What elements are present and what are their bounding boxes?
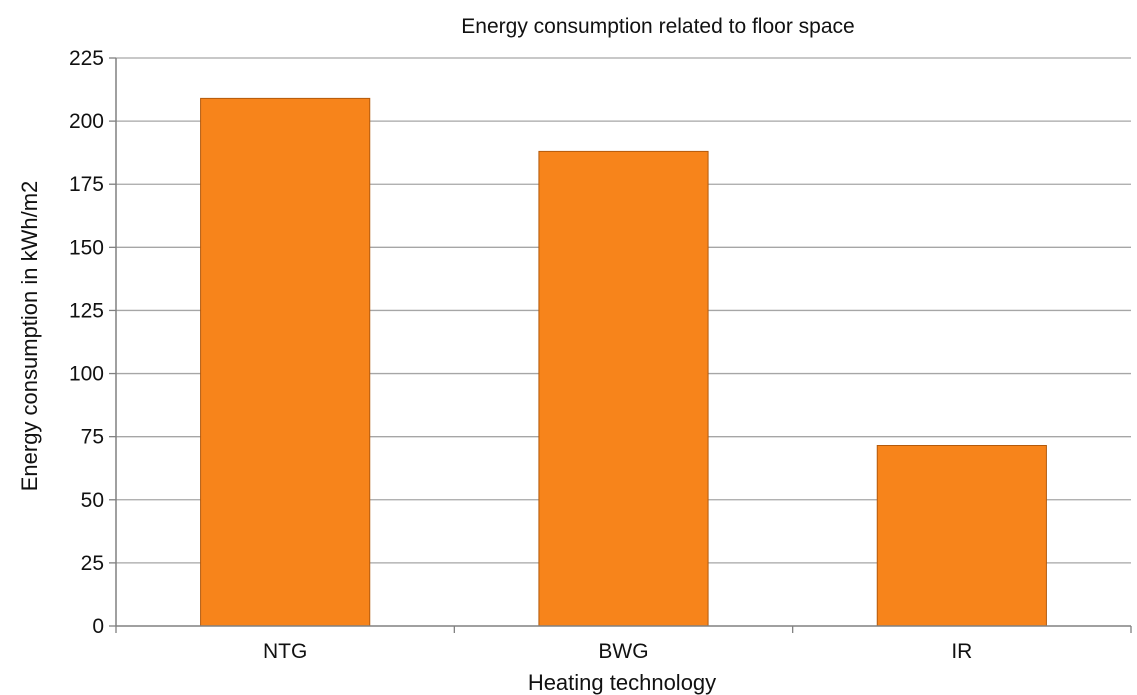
x-axis-ticks: NTG BWG IR [115, 626, 1132, 663]
y-tick-label: 75 [81, 426, 104, 449]
y-axis-label: Energy consumption in kWh/m2 [17, 181, 42, 492]
bar-ir [876, 445, 1047, 627]
y-tick-label: 200 [69, 110, 104, 133]
x-tick-label: NTG [263, 640, 307, 663]
axes [115, 58, 1131, 627]
x-tick-label: BWG [598, 640, 648, 663]
y-tick-label: 0 [92, 615, 104, 638]
bar-bwg [538, 150, 709, 627]
x-axis-label: Heating technology [528, 670, 716, 695]
bars [200, 97, 1047, 627]
y-tick-label: 25 [81, 552, 104, 575]
y-tick-label: 225 [69, 47, 104, 70]
chart-title: Energy consumption related to floor spac… [461, 15, 854, 38]
bar-ntg [200, 97, 371, 627]
y-tick-label: 50 [81, 489, 104, 512]
x-tick-label: IR [951, 640, 972, 663]
y-tick-label: 100 [69, 363, 104, 386]
y-tick-label: 150 [69, 236, 104, 259]
y-tick-label: 125 [69, 299, 104, 322]
y-axis-ticks: 0 25 50 75 100 125 150 175 200 225 [69, 47, 116, 638]
y-tick-label: 175 [69, 173, 104, 196]
